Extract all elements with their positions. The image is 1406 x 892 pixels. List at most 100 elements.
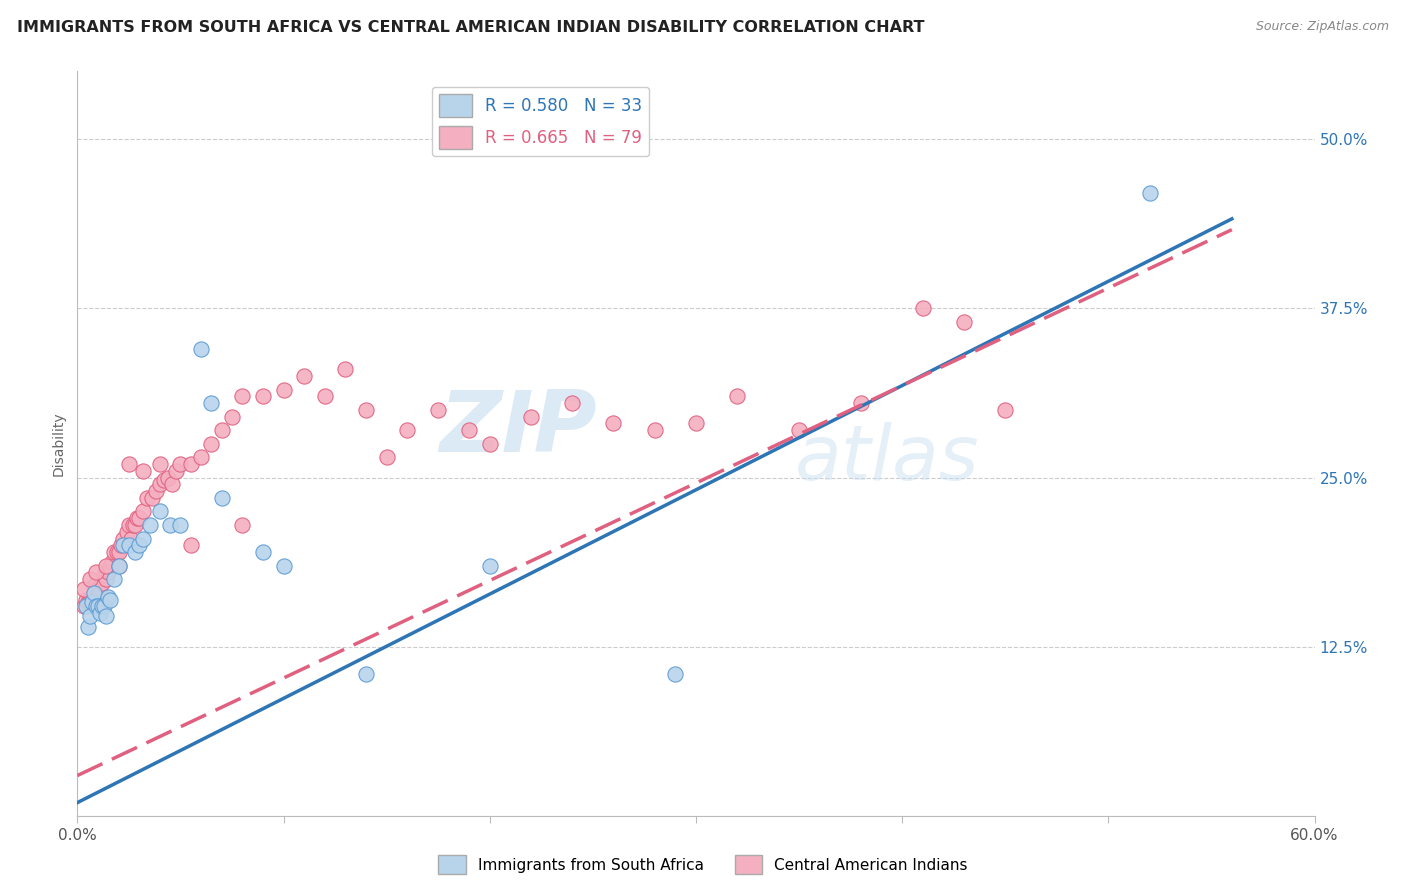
Point bbox=[953, 315, 976, 329]
Point bbox=[124, 518, 146, 533]
Point bbox=[107, 558, 129, 573]
Point bbox=[664, 667, 686, 681]
Point bbox=[98, 558, 121, 573]
Point bbox=[97, 566, 120, 580]
Point bbox=[103, 545, 125, 559]
Point bbox=[159, 518, 181, 533]
Point bbox=[75, 592, 97, 607]
Text: ZIP: ZIP bbox=[439, 387, 598, 470]
Point bbox=[520, 409, 543, 424]
Point bbox=[72, 582, 94, 596]
Point bbox=[79, 572, 101, 586]
Point bbox=[132, 504, 155, 518]
Point bbox=[180, 538, 202, 552]
Point bbox=[149, 457, 172, 471]
Point bbox=[200, 396, 222, 410]
Point bbox=[93, 568, 115, 582]
Point bbox=[165, 464, 187, 478]
Point bbox=[80, 599, 103, 614]
Text: atlas: atlas bbox=[794, 422, 980, 496]
Point bbox=[72, 599, 94, 614]
Point bbox=[111, 532, 134, 546]
Point bbox=[221, 409, 243, 424]
Point bbox=[141, 491, 163, 505]
Point bbox=[76, 619, 98, 633]
Point bbox=[84, 599, 107, 614]
Point bbox=[787, 423, 810, 437]
Point bbox=[149, 504, 172, 518]
Y-axis label: Disability: Disability bbox=[52, 411, 66, 476]
Point bbox=[96, 558, 118, 573]
Point bbox=[118, 538, 141, 552]
Point bbox=[103, 572, 125, 586]
Point bbox=[458, 423, 481, 437]
Text: IMMIGRANTS FROM SOUTH AFRICA VS CENTRAL AMERICAN INDIAN DISABILITY CORRELATION C: IMMIGRANTS FROM SOUTH AFRICA VS CENTRAL … bbox=[17, 20, 924, 35]
Point bbox=[231, 518, 253, 533]
Point bbox=[83, 586, 105, 600]
Point bbox=[149, 477, 172, 491]
Point bbox=[427, 403, 450, 417]
Point bbox=[354, 403, 377, 417]
Point bbox=[252, 545, 274, 559]
Point bbox=[97, 590, 120, 604]
Point bbox=[91, 576, 114, 591]
Point bbox=[335, 362, 357, 376]
Legend: Immigrants from South Africa, Central American Indians: Immigrants from South Africa, Central Am… bbox=[432, 849, 974, 880]
Point bbox=[190, 342, 212, 356]
Point bbox=[83, 595, 105, 609]
Point bbox=[120, 532, 142, 546]
Point bbox=[127, 511, 149, 525]
Point bbox=[478, 558, 501, 573]
Point bbox=[79, 608, 101, 623]
Point bbox=[111, 538, 134, 552]
Point bbox=[478, 436, 501, 450]
Point bbox=[105, 545, 128, 559]
Point bbox=[84, 566, 107, 580]
Point bbox=[128, 511, 150, 525]
Point bbox=[169, 457, 191, 471]
Point bbox=[87, 599, 110, 614]
Text: Source: ZipAtlas.com: Source: ZipAtlas.com bbox=[1256, 20, 1389, 33]
Point bbox=[107, 558, 129, 573]
Point bbox=[314, 389, 336, 403]
Point bbox=[124, 545, 146, 559]
Point bbox=[994, 403, 1017, 417]
Point bbox=[110, 538, 132, 552]
Point bbox=[96, 608, 118, 623]
Point bbox=[89, 606, 111, 620]
Point bbox=[602, 417, 624, 431]
Point bbox=[118, 457, 141, 471]
Point bbox=[76, 595, 98, 609]
Point bbox=[136, 491, 159, 505]
Point bbox=[190, 450, 212, 465]
Point bbox=[169, 518, 191, 533]
Point bbox=[80, 595, 103, 609]
Point bbox=[292, 369, 315, 384]
Point bbox=[122, 518, 145, 533]
Point bbox=[157, 470, 180, 484]
Point bbox=[231, 389, 253, 403]
Point bbox=[83, 579, 105, 593]
Point bbox=[153, 473, 176, 487]
Point bbox=[725, 389, 748, 403]
Point bbox=[80, 590, 103, 604]
Point bbox=[1139, 186, 1161, 201]
Point bbox=[911, 301, 934, 316]
Point bbox=[91, 599, 114, 614]
Point bbox=[211, 491, 233, 505]
Legend: R = 0.580   N = 33, R = 0.665   N = 79: R = 0.580 N = 33, R = 0.665 N = 79 bbox=[432, 87, 650, 156]
Point bbox=[685, 417, 707, 431]
Point bbox=[96, 572, 118, 586]
Point bbox=[75, 599, 97, 614]
Point bbox=[273, 558, 295, 573]
Point bbox=[160, 477, 183, 491]
Point bbox=[180, 457, 202, 471]
Point bbox=[84, 592, 107, 607]
Point bbox=[79, 592, 101, 607]
Point bbox=[849, 396, 872, 410]
Point bbox=[273, 383, 295, 397]
Point bbox=[115, 524, 138, 539]
Point bbox=[132, 464, 155, 478]
Point bbox=[644, 423, 666, 437]
Point bbox=[118, 518, 141, 533]
